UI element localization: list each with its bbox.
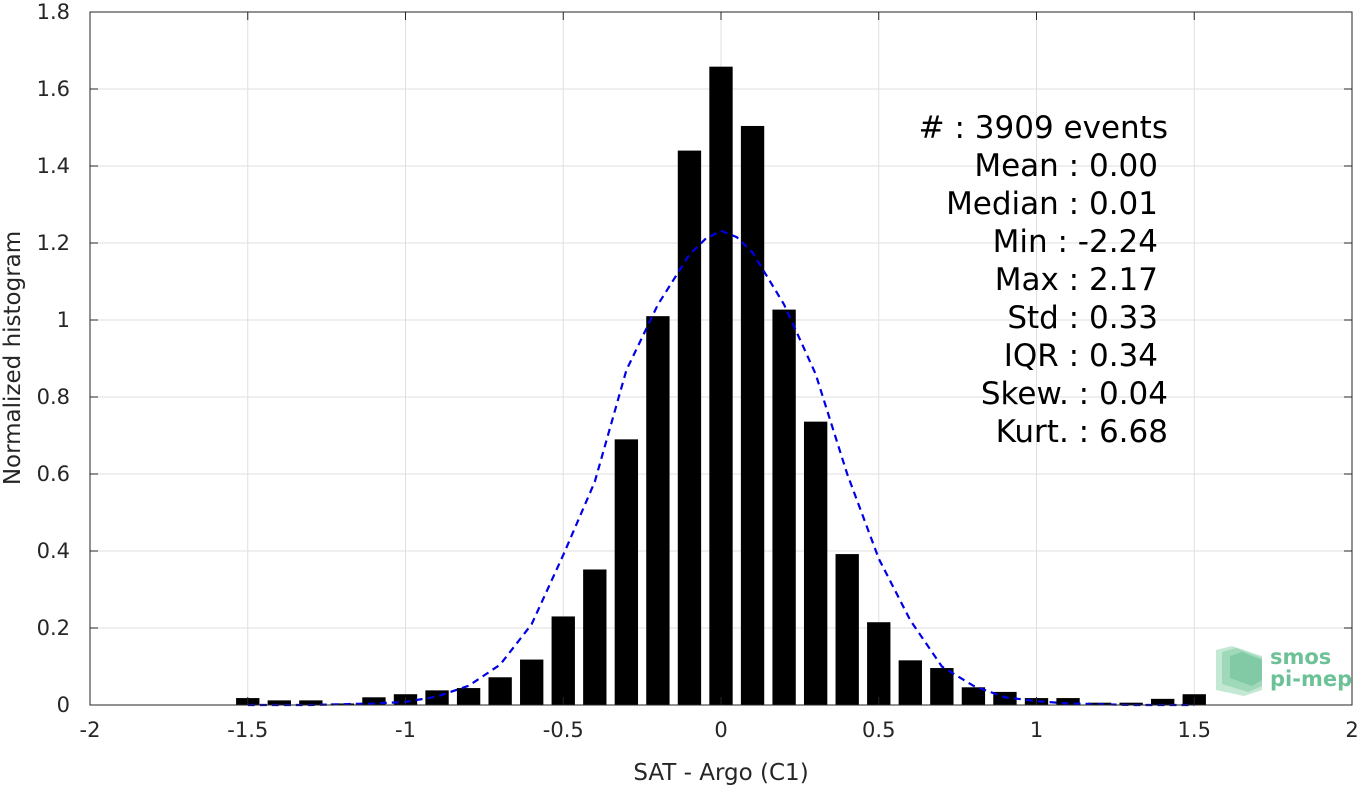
histogram-bar — [740, 125, 765, 705]
histogram-bar — [1056, 698, 1080, 705]
x-tick-labels: -2 -1.5 -1 -0.5 0 0.5 1 1.5 2 — [80, 718, 1359, 742]
histogram-bar — [299, 700, 323, 705]
x-tick-label: -1.5 — [227, 718, 268, 742]
stat-line: Median : 0.01 — [946, 186, 1158, 222]
logo-text-pi-mep: pi-mep — [1270, 667, 1352, 691]
y-axis-label: Normalized histogram — [0, 231, 26, 485]
histogram-bar — [520, 659, 544, 705]
histogram-bar — [993, 691, 1017, 705]
x-tick-label: 0.5 — [862, 718, 895, 742]
histogram-bar — [1151, 698, 1175, 705]
x-tick-label: -2 — [80, 718, 101, 742]
y-tick-label: 0.2 — [37, 616, 70, 640]
histogram-bar — [646, 316, 670, 705]
stat-line: Kurt. : 6.68 — [996, 414, 1168, 450]
smos-pi-mep-logo: smos pi-mep — [1216, 645, 1352, 696]
histogram-bar — [488, 677, 512, 705]
stat-line: Min : -2.24 — [993, 224, 1158, 260]
x-tick-label: -0.5 — [543, 718, 584, 742]
y-tick-label: 0.6 — [37, 462, 70, 486]
stat-line: Mean : 0.00 — [974, 148, 1158, 184]
x-tick-label: -1 — [395, 718, 416, 742]
histogram-bar — [898, 660, 922, 705]
stat-line: Std : 0.33 — [1007, 300, 1158, 336]
histogram-bar — [362, 697, 386, 705]
stat-line: IQR : 0.34 — [1004, 338, 1158, 374]
x-tick-label: 0 — [714, 718, 727, 742]
logo-text-smos: smos — [1270, 645, 1331, 669]
stat-line: Max : 2.17 — [995, 262, 1158, 298]
histogram-bar — [961, 687, 986, 705]
histogram-bar — [677, 150, 702, 706]
y-tick-labels: 0 0.2 0.4 0.6 0.8 1 1.2 1.4 1.6 1.8 — [37, 0, 70, 717]
axes-box — [89, 11, 1353, 706]
histogram-bar — [930, 668, 954, 705]
y-tick-label: 1.6 — [37, 77, 70, 101]
histogram-bar — [835, 554, 859, 705]
histogram-bar — [867, 622, 891, 705]
y-tick-label: 1 — [57, 308, 70, 332]
y-tick-label: 0 — [57, 693, 70, 717]
y-tick-label: 1.4 — [37, 154, 70, 178]
histogram-bar — [803, 421, 828, 705]
x-axis-label: SAT - Argo (C1) — [633, 760, 808, 786]
x-tick-label: 1.5 — [1178, 718, 1211, 742]
stat-line: Skew. : 0.04 — [981, 376, 1168, 412]
histogram-bars — [236, 66, 1206, 706]
y-tick-label: 1.2 — [37, 231, 70, 255]
logo-mark-icon — [1216, 646, 1262, 696]
histogram-bar — [551, 616, 575, 705]
histogram-bar — [267, 700, 291, 705]
histogram-bar — [330, 703, 355, 705]
axes-frame — [89, 11, 1353, 706]
x-tick-label: 2 — [1345, 718, 1358, 742]
y-tick-label: 1.8 — [37, 0, 70, 24]
histogram-bar — [456, 688, 481, 705]
stat-line: # : 3909 events — [919, 110, 1168, 146]
histogram-bar — [614, 439, 639, 705]
histogram-bar — [583, 569, 607, 705]
histogram-bar — [772, 309, 796, 705]
histogram-bar — [709, 66, 733, 706]
histogram-bar — [1119, 702, 1143, 705]
y-tick-label: 0.8 — [37, 385, 70, 409]
normal-fit-line — [247, 229, 1195, 707]
y-tick-label: 0.4 — [37, 539, 70, 563]
x-tick-label: 1 — [1030, 718, 1043, 742]
